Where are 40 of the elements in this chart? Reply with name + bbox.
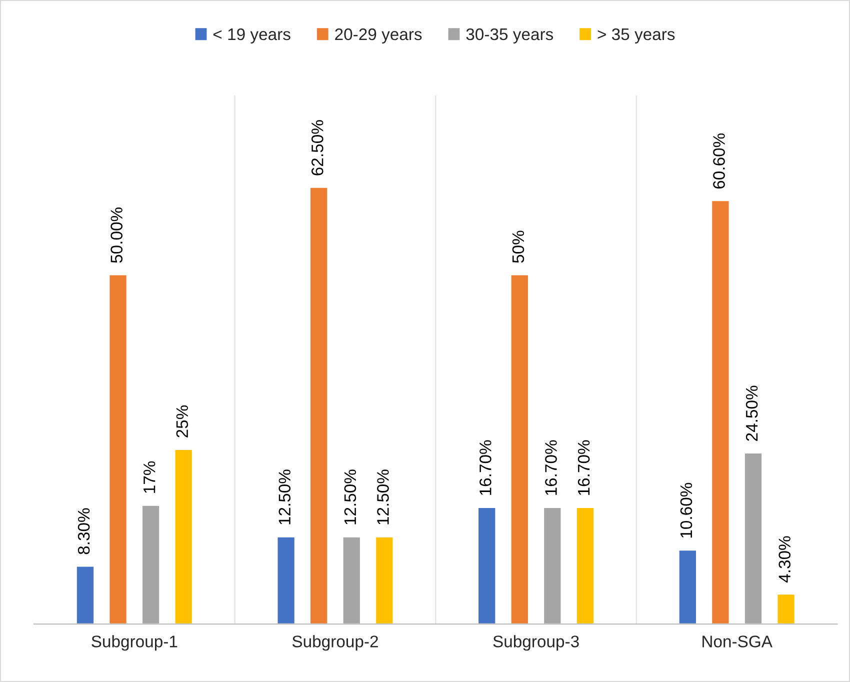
data-label: 4.30% <box>778 536 790 582</box>
bar <box>174 448 194 624</box>
bar <box>710 200 730 624</box>
bar <box>108 274 128 624</box>
data-label: 24.50% <box>746 386 758 441</box>
bar <box>744 452 763 624</box>
data-label: 12.50% <box>344 470 356 524</box>
bar <box>510 274 530 624</box>
bar <box>374 536 394 624</box>
data-label: 16.70% <box>578 440 590 495</box>
x-tick-label: Subgroup-2 <box>292 635 378 651</box>
data-label: 50% <box>512 230 524 263</box>
data-label: 60.60% <box>713 133 725 189</box>
legend-label: 30-35 years <box>466 28 554 44</box>
data-label: 17% <box>144 461 156 493</box>
legend-label: > 35 years <box>598 28 675 44</box>
bar <box>309 186 329 624</box>
legend-label: 20-29 years <box>335 28 422 44</box>
x-tick-label: Subgroup-3 <box>493 635 579 651</box>
data-label: 25% <box>176 405 188 438</box>
bar <box>477 506 497 624</box>
x-tick-label: Non-SGA <box>702 636 772 648</box>
data-label: 16.70% <box>480 440 492 495</box>
bar <box>776 593 796 624</box>
data-label: 12.50% <box>278 470 291 524</box>
bar <box>542 506 562 624</box>
bar <box>678 549 698 624</box>
data-label: 62.50% <box>312 120 324 176</box>
legend-label: < 19 years <box>213 28 290 44</box>
bar <box>76 565 95 624</box>
data-label: 12.50% <box>377 470 389 524</box>
data-label: 16.70% <box>545 440 557 495</box>
data-label: 50.00% <box>110 208 122 263</box>
data-label: 8.30% <box>78 508 90 554</box>
x-tick-label: Subgroup-1 <box>92 635 178 651</box>
data-label: 10.60% <box>680 482 692 538</box>
bar <box>141 504 161 624</box>
bar <box>576 506 595 624</box>
bar <box>342 536 362 624</box>
bar <box>276 536 296 624</box>
